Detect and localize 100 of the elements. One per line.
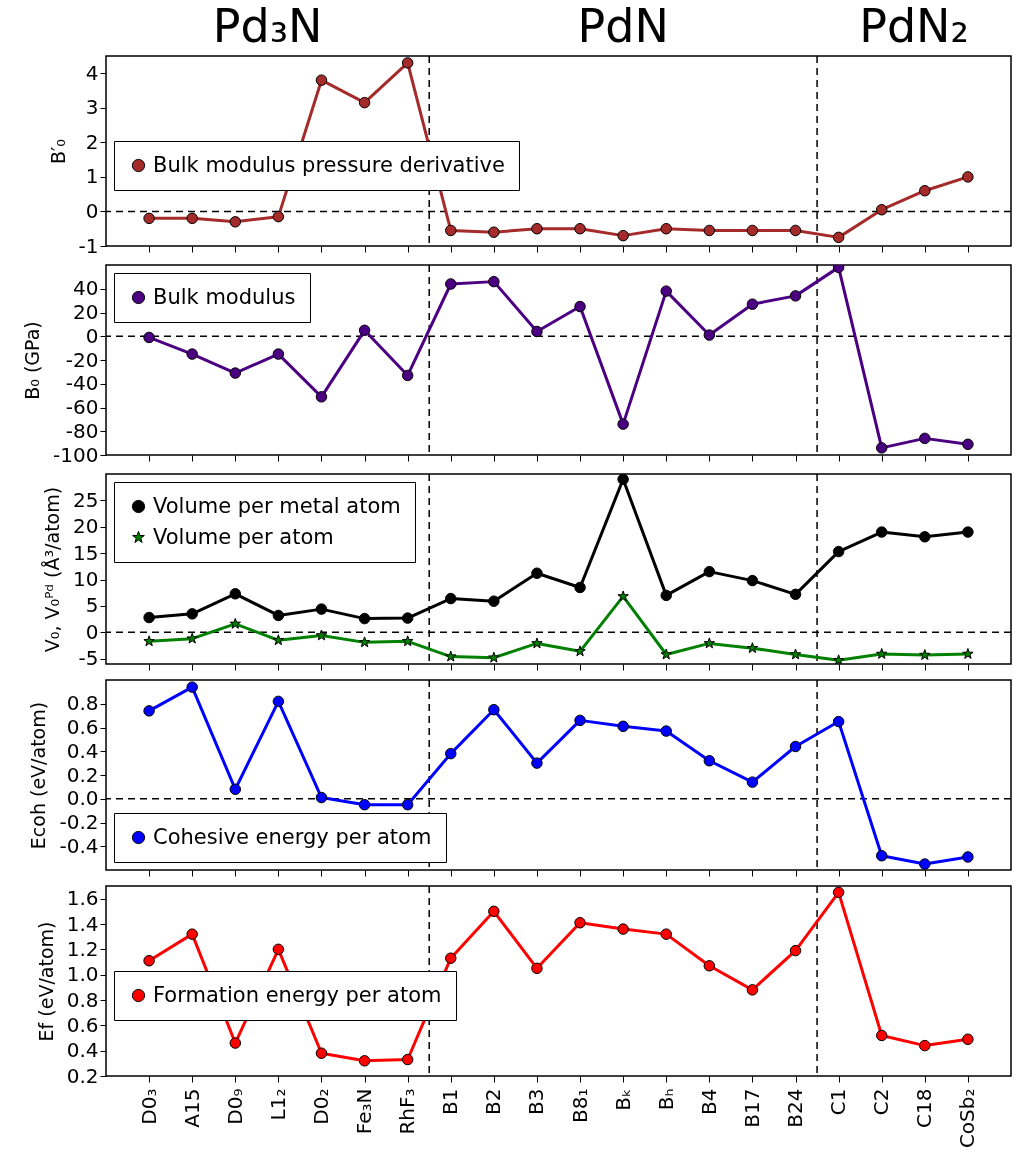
x-tick-label: B8₁ bbox=[567, 1088, 592, 1123]
y-tick-label: -40 bbox=[65, 371, 99, 396]
point bbox=[186, 681, 198, 693]
point bbox=[143, 212, 155, 225]
y-axis-title: Ef (eV/atom) bbox=[34, 921, 57, 1042]
x-tick-label: A15 bbox=[179, 1088, 204, 1128]
point bbox=[832, 231, 845, 244]
point bbox=[272, 210, 285, 223]
point bbox=[401, 798, 414, 811]
y-tick-label: 0.8 bbox=[66, 987, 99, 1012]
point bbox=[703, 755, 716, 767]
point bbox=[358, 798, 371, 811]
x-tick-label: D0₂ bbox=[308, 1088, 333, 1125]
legend-label: Bulk modulus pressure derivative bbox=[153, 152, 505, 177]
x-tick-label: Bₖ bbox=[610, 1088, 635, 1111]
point bbox=[229, 588, 242, 600]
point bbox=[143, 955, 155, 967]
text: PdN bbox=[577, 0, 669, 53]
point bbox=[186, 212, 198, 225]
point bbox=[789, 740, 802, 753]
point bbox=[875, 203, 888, 216]
point bbox=[186, 928, 198, 940]
point bbox=[789, 588, 802, 601]
y-tick-label: 1.0 bbox=[66, 962, 99, 987]
point bbox=[875, 526, 888, 538]
point bbox=[962, 851, 974, 863]
x-tick-label: RhF₃ bbox=[395, 1088, 420, 1135]
point bbox=[875, 1029, 888, 1042]
point bbox=[488, 226, 500, 238]
legend-label: Volume per metal atom bbox=[153, 493, 401, 518]
y-tick-label: 0.2 bbox=[66, 762, 99, 787]
point bbox=[186, 348, 198, 360]
point bbox=[660, 589, 672, 602]
y-tick-label: 10 bbox=[73, 567, 99, 592]
point bbox=[746, 224, 759, 237]
point bbox=[660, 222, 672, 235]
point bbox=[229, 783, 242, 795]
point bbox=[143, 705, 155, 717]
point bbox=[832, 715, 845, 728]
y-axis-title: B₀ (GPa) bbox=[21, 321, 44, 400]
x-tick-label: C18 bbox=[912, 1088, 937, 1128]
point bbox=[789, 648, 802, 660]
point bbox=[445, 592, 457, 605]
y-tick-label: -100 bbox=[53, 442, 99, 467]
point bbox=[358, 636, 371, 648]
point bbox=[962, 648, 974, 659]
y-axis-title: B′₀ bbox=[46, 139, 69, 164]
point bbox=[531, 567, 543, 579]
point bbox=[488, 703, 500, 716]
point bbox=[401, 1053, 414, 1066]
x-tick-label: B17 bbox=[739, 1088, 764, 1128]
point bbox=[229, 216, 242, 228]
point bbox=[962, 438, 974, 451]
y-tick-label: 0.2 bbox=[66, 1063, 99, 1088]
point bbox=[832, 886, 845, 899]
point bbox=[315, 74, 328, 86]
y-tick-label: 0 bbox=[85, 323, 99, 348]
point bbox=[445, 278, 457, 290]
point bbox=[962, 1033, 974, 1045]
point bbox=[531, 757, 543, 769]
point bbox=[919, 184, 931, 197]
y-tick-label: 20 bbox=[73, 300, 99, 324]
point bbox=[832, 654, 845, 664]
point bbox=[919, 432, 931, 445]
point bbox=[832, 545, 845, 558]
point bbox=[272, 348, 285, 360]
point bbox=[962, 171, 974, 183]
point bbox=[617, 720, 629, 733]
point bbox=[703, 960, 716, 972]
point bbox=[789, 944, 802, 957]
point bbox=[445, 650, 457, 662]
x-tick-label: C1 bbox=[826, 1088, 851, 1116]
point bbox=[272, 634, 285, 646]
x-tick-label: D0₃ bbox=[136, 1088, 161, 1125]
point bbox=[574, 917, 586, 929]
point bbox=[746, 776, 759, 788]
y-tick-label: 15 bbox=[73, 540, 99, 565]
y-tick-label: -60 bbox=[65, 395, 99, 419]
x-tick-label: L1₂ bbox=[265, 1088, 290, 1121]
point bbox=[315, 791, 328, 804]
y-tick-label: 1 bbox=[85, 164, 99, 189]
y-axis-title: Ecoh (eV/atom) bbox=[27, 701, 50, 850]
point bbox=[746, 574, 759, 587]
point bbox=[617, 923, 629, 935]
y-tick-label: -80 bbox=[65, 418, 99, 443]
point bbox=[574, 300, 586, 313]
point bbox=[703, 224, 716, 237]
x-tick-label: B1 bbox=[438, 1088, 463, 1115]
point bbox=[401, 369, 414, 382]
point bbox=[272, 943, 285, 956]
y-tick-label: 0.4 bbox=[66, 1038, 99, 1063]
y-tick-label: -20 bbox=[65, 347, 99, 372]
point bbox=[875, 850, 888, 862]
point bbox=[229, 617, 241, 629]
point bbox=[445, 224, 457, 237]
point bbox=[315, 603, 328, 615]
point bbox=[574, 714, 586, 727]
point bbox=[919, 1039, 931, 1052]
text: PdN₂ bbox=[859, 0, 969, 53]
point bbox=[143, 331, 155, 344]
